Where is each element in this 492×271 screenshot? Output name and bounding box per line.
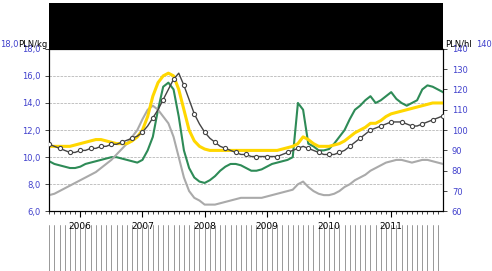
Legend: masło w blokach, OMP, ser Edamski, cena skupu (prawa oś): masło w blokach, OMP, ser Edamski, cena …	[53, 4, 367, 20]
Text: 18,0: 18,0	[0, 40, 19, 49]
Text: 140: 140	[476, 40, 492, 49]
Text: PLN/kg: PLN/kg	[18, 40, 47, 49]
Text: PLN/hl: PLN/hl	[445, 40, 471, 49]
